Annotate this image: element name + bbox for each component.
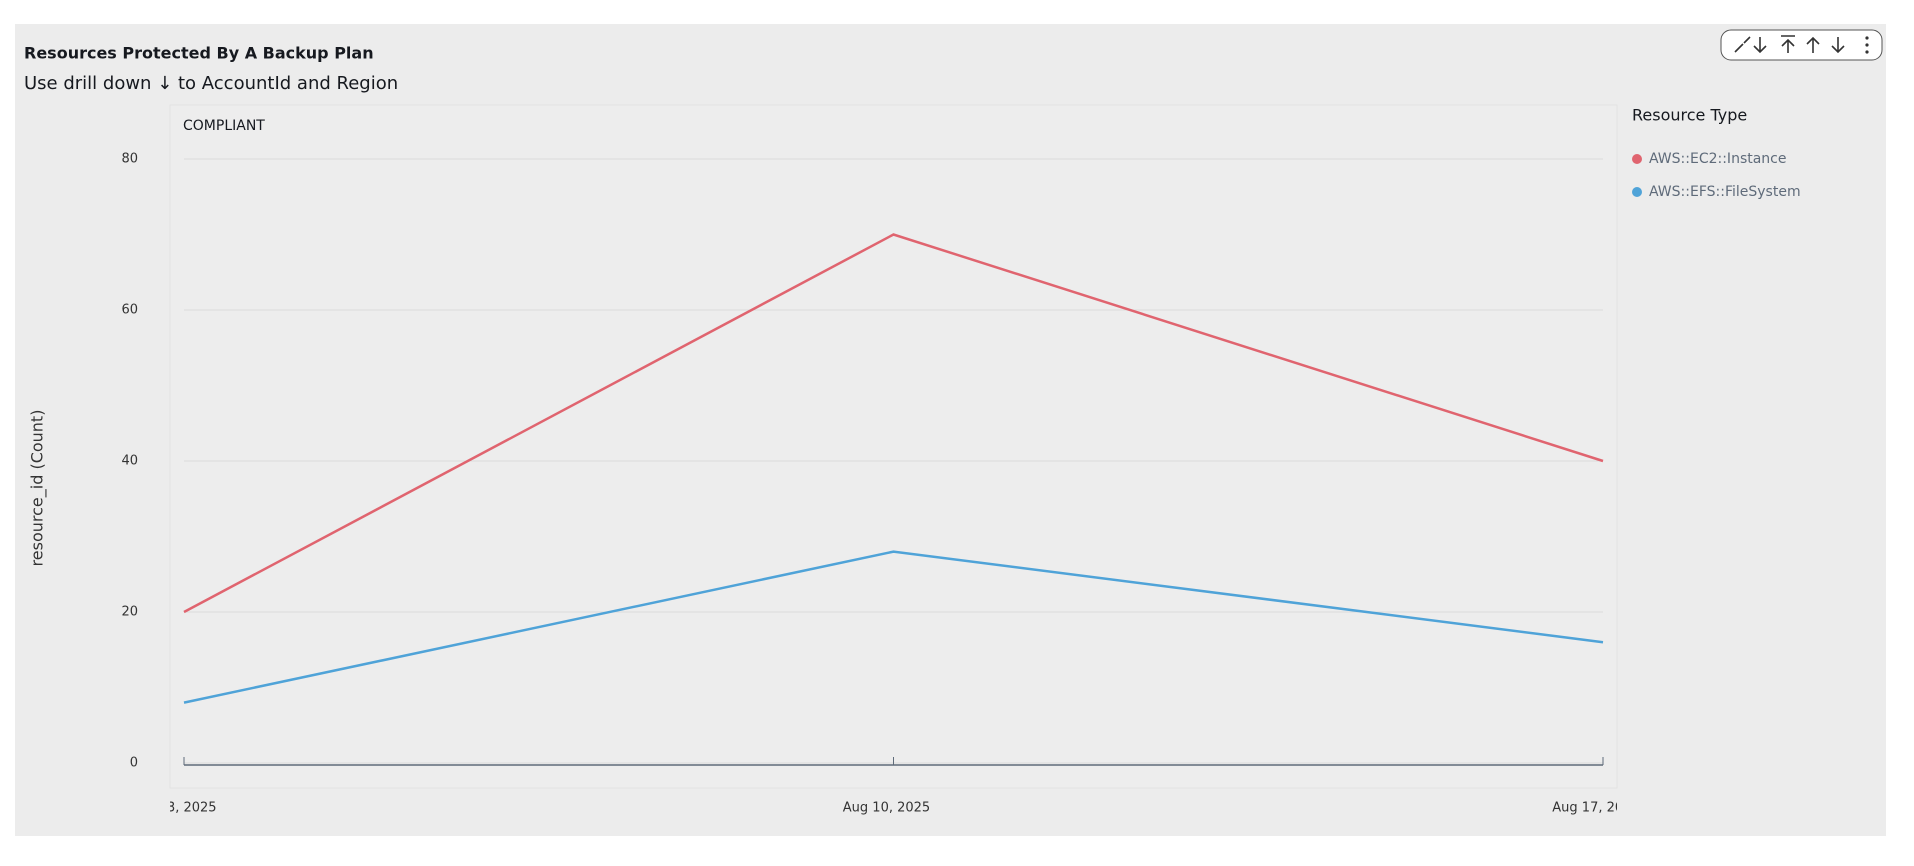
chart-title: Resources Protected By A Backup Plan (24, 44, 374, 63)
y-tick-label: 20 (121, 605, 138, 620)
series-line (183, 550, 1604, 704)
legend-label: AWS::EFS::FileSystem (1649, 184, 1801, 200)
toolbar-box (1720, 29, 1883, 61)
series-line (183, 233, 1604, 614)
chart-subtitle: Use drill down ↓ to AccountId and Region (24, 73, 398, 94)
x-axis-labels: Aug 3, 2025 Aug 10, 2025 Aug 17, 2025 (137, 801, 1639, 816)
legend-swatch (1632, 187, 1642, 197)
y-tick-label: 60 (121, 303, 138, 318)
y-tick-label: 0 (130, 756, 138, 771)
menu-dot[interactable] (1865, 50, 1869, 54)
x-tick-label: Aug 17, 2025 (1552, 801, 1639, 816)
menu-dot[interactable] (1865, 43, 1869, 47)
legend-swatch (1632, 154, 1642, 164)
toolbar-icons[interactable] (1734, 35, 1845, 54)
x-tick-label: Aug 10, 2025 (843, 801, 930, 816)
x-tick-label: Aug 3, 2025 (137, 801, 216, 816)
y-tick-label: 40 (121, 454, 138, 469)
menu-dot[interactable] (1865, 36, 1869, 40)
legend-title: Resource Type (1632, 106, 1747, 125)
y-tick-label: 80 (121, 152, 138, 167)
y-axis-label: resource_id (Count) (28, 410, 48, 567)
plot-area (169, 104, 1618, 789)
panel-label: COMPLIANT (183, 118, 265, 134)
legend-label: AWS::EC2::Instance (1649, 151, 1786, 167)
toolbar[interactable] (1720, 29, 1883, 61)
